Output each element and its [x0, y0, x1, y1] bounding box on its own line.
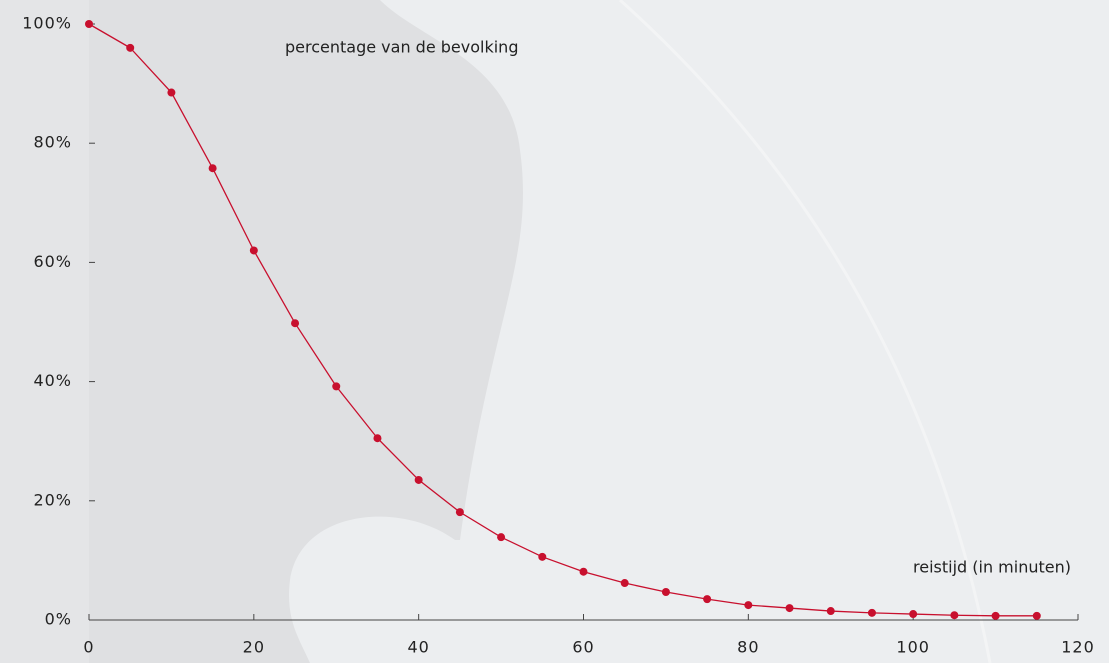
point	[744, 601, 753, 610]
point	[703, 595, 712, 604]
point	[661, 587, 670, 596]
point	[497, 533, 506, 542]
point	[909, 610, 918, 619]
y-tick-label: 100%	[22, 14, 72, 33]
background-shape	[89, 0, 523, 663]
background-curve	[618, 0, 992, 663]
x-tick-label: 20	[243, 638, 265, 657]
point	[126, 43, 135, 52]
point	[291, 319, 300, 328]
y-tick-label: 0%	[45, 610, 72, 629]
y-annotation: percentage van de bevolking	[285, 38, 518, 57]
y-tick-label: 40%	[33, 371, 72, 390]
point	[579, 567, 588, 576]
x-tick-label: 0	[83, 638, 94, 657]
point	[414, 475, 423, 484]
point	[332, 382, 341, 391]
point	[950, 611, 959, 620]
point	[373, 434, 382, 443]
y-tick-label: 60%	[33, 252, 72, 271]
point	[867, 608, 876, 617]
point	[1032, 611, 1041, 620]
line	[88, 23, 1037, 617]
x-tick-label: 80	[737, 638, 759, 657]
point	[826, 607, 835, 616]
background-shape	[0, 0, 89, 663]
x-tick-label: 40	[407, 638, 429, 657]
point	[249, 246, 258, 255]
point	[785, 604, 794, 613]
point	[455, 508, 464, 517]
point	[208, 164, 217, 173]
y-tick-label: 80%	[33, 133, 72, 152]
point	[167, 88, 176, 97]
x-tick-label: 60	[572, 638, 594, 657]
x-annotation: reistijd (in minuten)	[913, 558, 1071, 577]
point	[538, 552, 547, 561]
y-tick-label: 20%	[33, 490, 72, 509]
point	[620, 579, 629, 588]
x-tick-label: 120	[1061, 638, 1095, 657]
point	[85, 20, 93, 28]
x-tick-label: 100	[896, 638, 930, 657]
point	[991, 611, 1000, 620]
